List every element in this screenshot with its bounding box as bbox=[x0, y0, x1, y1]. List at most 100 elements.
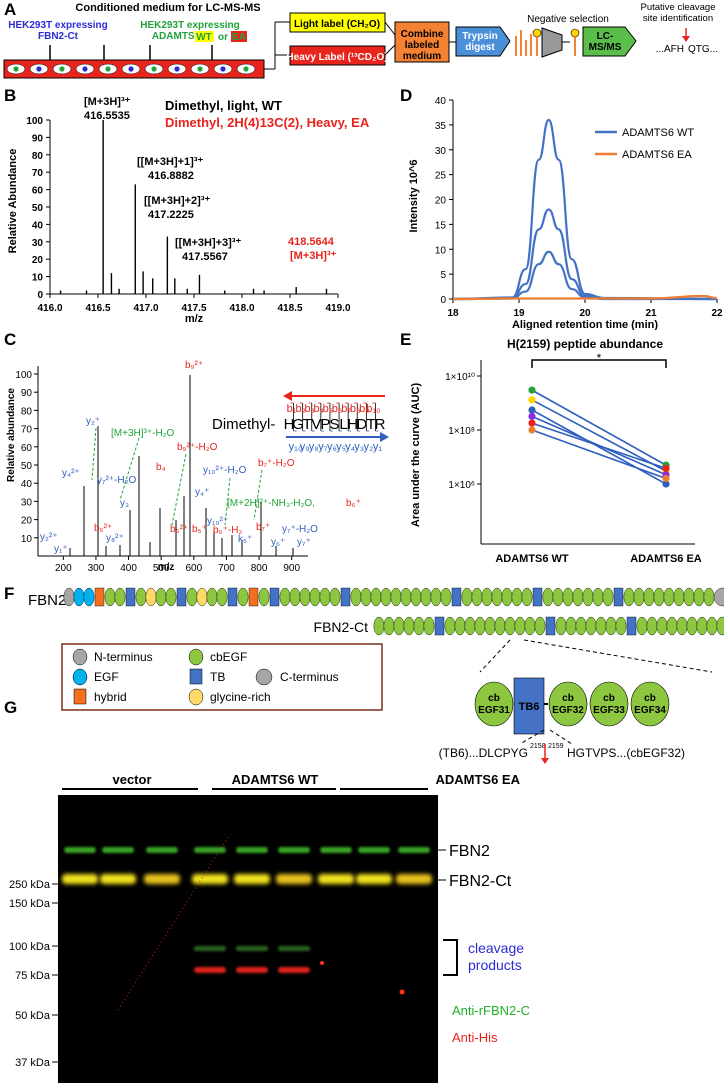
b-xtick-label: 417.5 bbox=[181, 303, 206, 314]
c-ann-y6: y₆⁺ bbox=[271, 537, 285, 548]
f-ct-domain-ell bbox=[474, 616, 486, 636]
cell-right-label-2: ADAMTS6 bbox=[152, 31, 201, 42]
panel-f-domains: FBN2 FBN2-Ct N-terminus cbEGF EGF TB C-t… bbox=[28, 587, 724, 764]
d-ytick-label: 20 bbox=[435, 196, 447, 207]
g-mw-250: 250 kDa bbox=[9, 879, 51, 891]
d-legend-wt: ADAMTS6 WT bbox=[622, 127, 694, 139]
b-legend-light: Dimethyl, light, WT bbox=[165, 98, 282, 113]
e-title: H(2159) peptide abundance bbox=[507, 337, 663, 351]
g-band-fbn2 bbox=[398, 847, 430, 853]
c-residue: R bbox=[375, 416, 386, 433]
d-series-line bbox=[452, 294, 718, 301]
f-domain-rect bbox=[451, 587, 462, 607]
c-sequence: Hb₁ y₁₀ Gb₂ y₉ Tb₃ y₈ Vb₄ y₇ Pb₅ y₆ Sb₆ y₅ Lb₇ y₄ Hb₈ y… bbox=[284, 402, 386, 453]
c-ann-b6b: b₆²⁺ bbox=[170, 524, 188, 535]
f-egf32-label: EGF32 bbox=[552, 705, 584, 716]
f-leg-tb: TB bbox=[210, 670, 225, 684]
b-xtick-label: 416.5 bbox=[85, 303, 110, 314]
g-band-fbn2ct bbox=[192, 874, 228, 884]
d-series-line bbox=[452, 208, 718, 301]
f-domain-ell bbox=[155, 587, 167, 607]
f-domain-ell bbox=[521, 587, 533, 607]
b-ytick-label: 80 bbox=[32, 151, 44, 162]
f-domain-ell bbox=[83, 587, 95, 607]
c-ann-y10: y₁₀²⁺ bbox=[207, 516, 228, 527]
d-series bbox=[452, 118, 718, 301]
f-domain-ell bbox=[329, 587, 341, 607]
c-residue: H bbox=[284, 416, 295, 433]
f-domain-rect bbox=[227, 587, 238, 607]
heavy-label-text: Heavy Label (¹³CD₂O) bbox=[286, 52, 387, 63]
f-ct-domain-ell bbox=[373, 616, 385, 636]
f-ct-domain-ell bbox=[565, 616, 577, 636]
f-domain-ell bbox=[380, 587, 392, 607]
f-ct-domain-ell bbox=[514, 616, 526, 636]
e-pair-line bbox=[531, 409, 667, 485]
panel-c-msms: Relative abundance 10 20 30 40 50 60 70 80 90 100… bbox=[6, 360, 389, 574]
f-fbn2ct-domains bbox=[373, 616, 724, 636]
f-domain-ell bbox=[501, 587, 513, 607]
f-ct-domain-ell bbox=[464, 616, 476, 636]
f-ct-domain-ell bbox=[706, 616, 718, 636]
panel-label-f: F bbox=[4, 584, 15, 603]
f-domain-ell bbox=[279, 587, 291, 607]
dish-cell-nucleus bbox=[59, 66, 65, 72]
d-legend-ea: ADAMTS6 EA bbox=[622, 149, 692, 161]
b-xtick-label: 418.0 bbox=[229, 303, 254, 314]
c-ann-y7: y₇²⁺-H₂O bbox=[97, 475, 136, 486]
f-domain-ell bbox=[420, 587, 432, 607]
f-domain-ell bbox=[289, 587, 301, 607]
c-xtick-label: 800 bbox=[251, 563, 268, 574]
b-xtick-label: 416.0 bbox=[37, 303, 62, 314]
f-domain-rect bbox=[340, 587, 351, 607]
b-ytick-label: 20 bbox=[32, 255, 44, 266]
dish-cell-nucleus bbox=[128, 66, 134, 72]
c-b-ion: b₅ bbox=[323, 403, 334, 415]
c-y-ion: y₃ bbox=[354, 441, 364, 453]
f-domain-ell bbox=[471, 587, 483, 607]
g-band-fbn2 bbox=[236, 847, 268, 853]
e-point-wt bbox=[528, 396, 536, 404]
f-domain-ell bbox=[165, 587, 177, 607]
c-xtick-label: 500 bbox=[153, 563, 170, 574]
e-yt1: 1×10⁶ bbox=[448, 480, 475, 491]
f-ct-domain-ell bbox=[595, 616, 607, 636]
f-egf34 bbox=[630, 681, 670, 727]
c-ann-m3h: [M+3H]³⁺-H₂O bbox=[111, 428, 175, 439]
f-egf32-cb: cb bbox=[562, 693, 574, 704]
c-ann-b9h2o: b₉²⁺-H₂O bbox=[177, 442, 218, 453]
b-legend-heavy: Dimethyl, 2H(4)13C(2), Heavy, EA bbox=[165, 115, 370, 130]
g-band-fbn2ct bbox=[234, 874, 270, 884]
f-ct-domain-rect bbox=[626, 616, 637, 636]
c-b-arrowhead bbox=[283, 391, 292, 401]
cell-left-label: HEK293T expressing FBN2-Ct bbox=[8, 20, 108, 42]
c-ann-b6: b₆²⁺ bbox=[94, 523, 112, 534]
f-domain-rect bbox=[94, 587, 105, 607]
d-xtick-label: 18 bbox=[447, 308, 459, 319]
lcms-arrow bbox=[582, 26, 637, 57]
c-b-ion: b₃ bbox=[304, 403, 315, 415]
f-domain-rect bbox=[176, 587, 187, 607]
c-b-ion: b₁ bbox=[287, 403, 297, 415]
f-domain-ell bbox=[491, 587, 503, 607]
c-y-ion: y₁ bbox=[373, 441, 383, 453]
f-domain-ell bbox=[104, 587, 116, 607]
c-residue: H bbox=[347, 416, 358, 433]
g-band-fbn2 bbox=[320, 847, 352, 853]
c-ann-b7p: b₇⁺ bbox=[256, 522, 270, 533]
peptide-bars bbox=[515, 28, 542, 56]
f-legend-box bbox=[61, 643, 383, 711]
f-domain-ell bbox=[360, 587, 372, 607]
f-ct-domain-ell bbox=[403, 616, 415, 636]
c-y-ion: y₈ bbox=[309, 441, 319, 453]
d-ytick-label: 0 bbox=[440, 295, 446, 306]
f-domain-ell bbox=[542, 587, 554, 607]
f-leg-tb-icon bbox=[189, 668, 203, 685]
g-band-cleavage-green bbox=[236, 946, 268, 951]
c-xtick-label: 300 bbox=[88, 563, 105, 574]
d-xlabel: Aligned retention time (min) bbox=[512, 319, 658, 330]
e-pairs bbox=[528, 386, 670, 488]
f-domain-ell bbox=[643, 587, 655, 607]
g-spot bbox=[320, 961, 324, 965]
c-dashes bbox=[91, 427, 263, 526]
